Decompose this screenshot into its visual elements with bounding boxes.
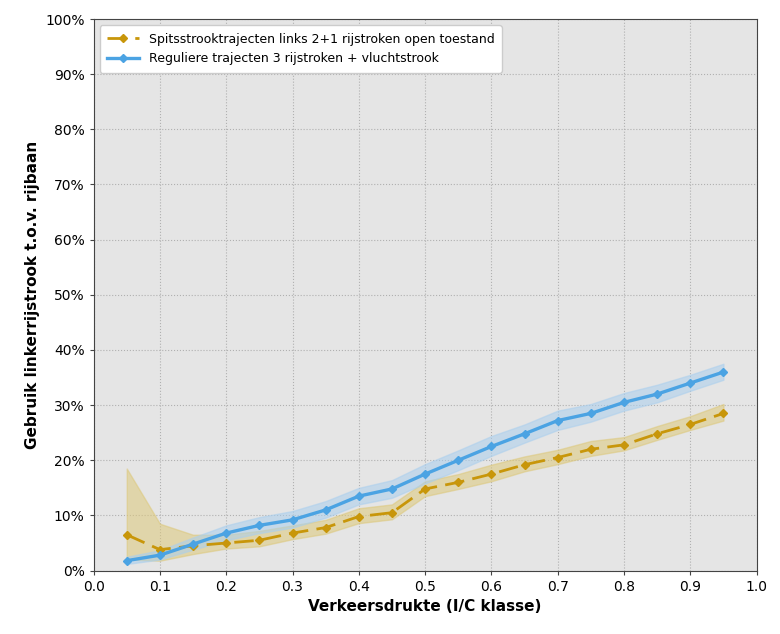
Spitsstrooktrajecten links 2+1 rijstroken open toestand	[619, 441, 629, 449]
Spitsstrooktrajecten links 2+1 rijstroken open toestand	[553, 454, 562, 462]
Spitsstrooktrajecten links 2+1 rijstroken open toestand	[388, 509, 397, 517]
Reguliere trajecten 3 rijstroken + vluchtstrook	[222, 529, 231, 537]
Spitsstrooktrajecten links 2+1 rijstroken open toestand	[189, 542, 198, 550]
Spitsstrooktrajecten links 2+1 rijstroken open toestand	[686, 420, 695, 428]
Reguliere trajecten 3 rijstroken + vluchtstrook	[189, 540, 198, 548]
Line: Spitsstrooktrajecten links 2+1 rijstroken open toestand: Spitsstrooktrajecten links 2+1 rijstroke…	[123, 410, 727, 553]
Reguliere trajecten 3 rijstroken + vluchtstrook	[254, 522, 264, 529]
Reguliere trajecten 3 rijstroken + vluchtstrook	[519, 430, 529, 437]
Reguliere trajecten 3 rijstroken + vluchtstrook	[652, 391, 661, 398]
Spitsstrooktrajecten links 2+1 rijstroken open toestand	[354, 513, 363, 521]
Spitsstrooktrajecten links 2+1 rijstroken open toestand	[254, 536, 264, 544]
Spitsstrooktrajecten links 2+1 rijstroken open toestand	[454, 479, 463, 486]
Spitsstrooktrajecten links 2+1 rijstroken open toestand	[652, 430, 661, 437]
Spitsstrooktrajecten links 2+1 rijstroken open toestand	[587, 446, 596, 453]
Reguliere trajecten 3 rijstroken + vluchtstrook	[587, 410, 596, 417]
Legend: Spitsstrooktrajecten links 2+1 rijstroken open toestand, Reguliere trajecten 3 r: Spitsstrooktrajecten links 2+1 rijstroke…	[100, 25, 502, 72]
Reguliere trajecten 3 rijstroken + vluchtstrook	[388, 485, 397, 493]
Spitsstrooktrajecten links 2+1 rijstroken open toestand	[719, 410, 729, 417]
Reguliere trajecten 3 rijstroken + vluchtstrook	[122, 557, 131, 564]
Reguliere trajecten 3 rijstroken + vluchtstrook	[288, 516, 297, 524]
Reguliere trajecten 3 rijstroken + vluchtstrook	[321, 506, 331, 514]
Reguliere trajecten 3 rijstroken + vluchtstrook	[553, 417, 562, 424]
Line: Reguliere trajecten 3 rijstroken + vluchtstrook: Reguliere trajecten 3 rijstroken + vluch…	[123, 369, 727, 564]
X-axis label: Verkeersdrukte (I/C klasse): Verkeersdrukte (I/C klasse)	[308, 599, 542, 614]
Reguliere trajecten 3 rijstroken + vluchtstrook	[420, 470, 430, 478]
Spitsstrooktrajecten links 2+1 rijstroken open toestand	[122, 531, 131, 538]
Reguliere trajecten 3 rijstroken + vluchtstrook	[354, 493, 363, 500]
Reguliere trajecten 3 rijstroken + vluchtstrook	[155, 552, 165, 559]
Spitsstrooktrajecten links 2+1 rijstroken open toestand	[420, 485, 430, 493]
Spitsstrooktrajecten links 2+1 rijstroken open toestand	[487, 470, 496, 478]
Reguliere trajecten 3 rijstroken + vluchtstrook	[454, 456, 463, 464]
Spitsstrooktrajecten links 2+1 rijstroken open toestand	[519, 461, 529, 469]
Reguliere trajecten 3 rijstroken + vluchtstrook	[619, 399, 629, 406]
Spitsstrooktrajecten links 2+1 rijstroken open toestand	[222, 539, 231, 547]
Spitsstrooktrajecten links 2+1 rijstroken open toestand	[321, 524, 331, 531]
Reguliere trajecten 3 rijstroken + vluchtstrook	[686, 379, 695, 387]
Reguliere trajecten 3 rijstroken + vluchtstrook	[487, 443, 496, 450]
Spitsstrooktrajecten links 2+1 rijstroken open toestand	[288, 529, 297, 537]
Reguliere trajecten 3 rijstroken + vluchtstrook	[719, 368, 729, 376]
Spitsstrooktrajecten links 2+1 rijstroken open toestand	[155, 546, 165, 553]
Y-axis label: Gebruik linkerrijstrook t.o.v. rijbaan: Gebruik linkerrijstrook t.o.v. rijbaan	[24, 141, 40, 449]
